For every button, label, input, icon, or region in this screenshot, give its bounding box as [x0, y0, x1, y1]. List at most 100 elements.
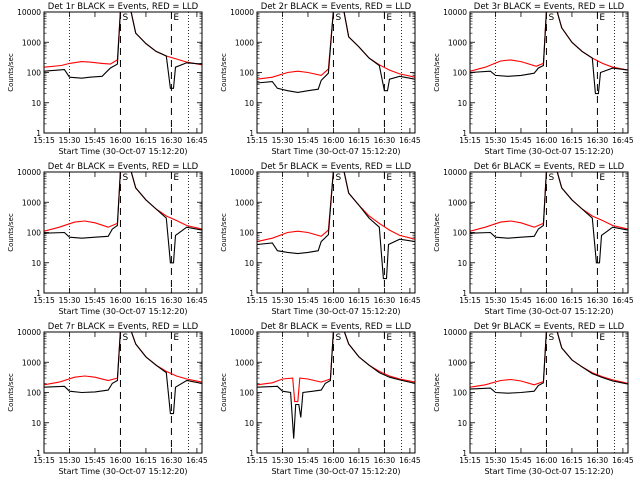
y-tick-label: 10: [244, 99, 254, 108]
y-tick-label: 1: [36, 289, 41, 298]
y-axis-label: Counts/sec: [220, 213, 228, 252]
x-tick-label: 16:15: [135, 456, 157, 465]
y-tick-label: 10: [244, 419, 254, 428]
y-axis-label: Counts/sec: [220, 373, 228, 412]
chart-title: Det 2r BLACK = Events, RED = LLD: [261, 2, 412, 12]
x-tick-label: 16:45: [612, 296, 634, 305]
x-tick-label: 15:15: [246, 296, 268, 305]
y-tick-label: 100: [240, 69, 255, 78]
x-axis-label: Start Time (30-Oct-07 15:12:20): [58, 147, 187, 156]
chart-title: Det 1r BLACK = Events, RED = LLD: [48, 2, 199, 12]
y-tick-label: 1000: [235, 358, 254, 367]
chart-title: Det 8r BLACK = Events, RED = LLD: [261, 322, 412, 332]
x-axis-label: Start Time (30-Oct-07 15:12:20): [484, 147, 613, 156]
x-tick-label: 16:30: [161, 136, 183, 145]
x-tick-label: 15:45: [297, 296, 319, 305]
y-tick-label: 1: [249, 129, 254, 138]
y-tick-label: 1000: [448, 358, 467, 367]
x-tick-label: 16:30: [161, 456, 183, 465]
x-tick-label: 15:30: [485, 296, 507, 305]
lld-series-line: [257, 172, 415, 243]
x-tick-label: 15:30: [59, 456, 81, 465]
events-series-line: [257, 172, 415, 280]
y-tick-label: 1000: [22, 198, 41, 207]
events-series-line: [44, 332, 202, 415]
detector-panel: Det 3r BLACK = Events, RED = LLD Counts/s…: [433, 2, 634, 156]
y-axis-label: Counts/sec: [7, 213, 15, 252]
y-tick-label: 1: [462, 449, 467, 458]
y-axis-label: Counts/sec: [220, 53, 228, 92]
marker-label: S: [548, 333, 554, 343]
x-tick-label: 15:15: [459, 456, 481, 465]
x-tick-label: 16:15: [348, 296, 370, 305]
x-tick-label: 15:15: [246, 136, 268, 145]
y-tick-label: 100: [240, 229, 255, 238]
x-tick-label: 15:45: [84, 296, 106, 305]
x-tick-label: 16:15: [561, 456, 583, 465]
plot-frame: [256, 11, 416, 134]
x-tick-label: 16:30: [374, 456, 396, 465]
x-tick-label: 16:45: [399, 456, 421, 465]
x-tick-label: 16:45: [399, 136, 421, 145]
x-axis-label: Start Time (30-Oct-07 15:12:20): [271, 467, 400, 476]
x-axis-label: Start Time (30-Oct-07 15:12:20): [271, 147, 400, 156]
y-axis-label: Counts/sec: [433, 373, 441, 412]
x-tick-label: 15:30: [485, 456, 507, 465]
y-tick-label: 1: [462, 289, 467, 298]
lld-series-line: [257, 12, 415, 80]
x-axis-label: Start Time (30-Oct-07 15:12:20): [271, 307, 400, 316]
y-tick-label: 100: [453, 69, 468, 78]
plot-frame: [469, 11, 629, 134]
x-tick-label: 15:30: [485, 136, 507, 145]
y-tick-label: 1000: [235, 198, 254, 207]
detector-panel: Det 5r BLACK = Events, RED = LLD Counts/s…: [220, 162, 421, 316]
x-tick-label: 15:45: [297, 456, 319, 465]
y-tick-label: 1: [249, 289, 254, 298]
x-tick-label: 15:30: [59, 296, 81, 305]
events-series-line: [257, 12, 415, 93]
x-tick-label: 16:30: [587, 296, 609, 305]
y-tick-label: 100: [453, 229, 468, 238]
x-tick-label: 16:45: [612, 456, 634, 465]
x-tick-label: 16:15: [135, 136, 157, 145]
plot-frame: [43, 331, 203, 454]
y-tick-label: 10000: [230, 168, 254, 177]
events-series-line: [44, 172, 202, 264]
y-tick-label: 1000: [448, 198, 467, 207]
y-tick-label: 10000: [443, 328, 467, 337]
y-tick-label: 1: [36, 449, 41, 458]
y-tick-label: 1: [36, 129, 41, 138]
y-tick-label: 1000: [448, 38, 467, 47]
plot-frame: [43, 171, 203, 294]
marker-label: S: [335, 13, 341, 23]
detector-panel: Det 8r BLACK = Events, RED = LLD Counts/s…: [220, 322, 421, 476]
x-tick-label: 16:15: [348, 136, 370, 145]
y-tick-label: 10000: [230, 328, 254, 337]
x-tick-label: 16:15: [348, 456, 370, 465]
y-tick-label: 10000: [443, 168, 467, 177]
marker-label: E: [386, 333, 392, 343]
marker-label: E: [599, 173, 605, 183]
x-tick-label: 16:15: [135, 296, 157, 305]
marker-label: E: [599, 333, 605, 343]
events-series-line: [44, 12, 202, 89]
x-tick-label: 16:15: [561, 296, 583, 305]
y-axis-label: Counts/sec: [433, 213, 441, 252]
x-tick-label: 16:00: [536, 456, 558, 465]
marker-label: S: [122, 13, 128, 23]
x-tick-label: 15:15: [459, 136, 481, 145]
marker-label: E: [173, 173, 179, 183]
x-tick-label: 16:15: [561, 136, 583, 145]
x-tick-label: 16:45: [612, 136, 634, 145]
y-tick-label: 100: [27, 69, 42, 78]
x-tick-label: 15:45: [510, 456, 532, 465]
events-series-line: [470, 172, 628, 264]
chart-title: Det 4r BLACK = Events, RED = LLD: [48, 162, 199, 172]
y-tick-label: 10: [457, 259, 467, 268]
detector-panel: Det 7r BLACK = Events, RED = LLD Counts/s…: [7, 322, 208, 476]
y-tick-label: 1000: [235, 38, 254, 47]
x-tick-label: 15:45: [84, 136, 106, 145]
x-tick-label: 16:00: [110, 296, 132, 305]
lld-series-line: [470, 332, 628, 388]
